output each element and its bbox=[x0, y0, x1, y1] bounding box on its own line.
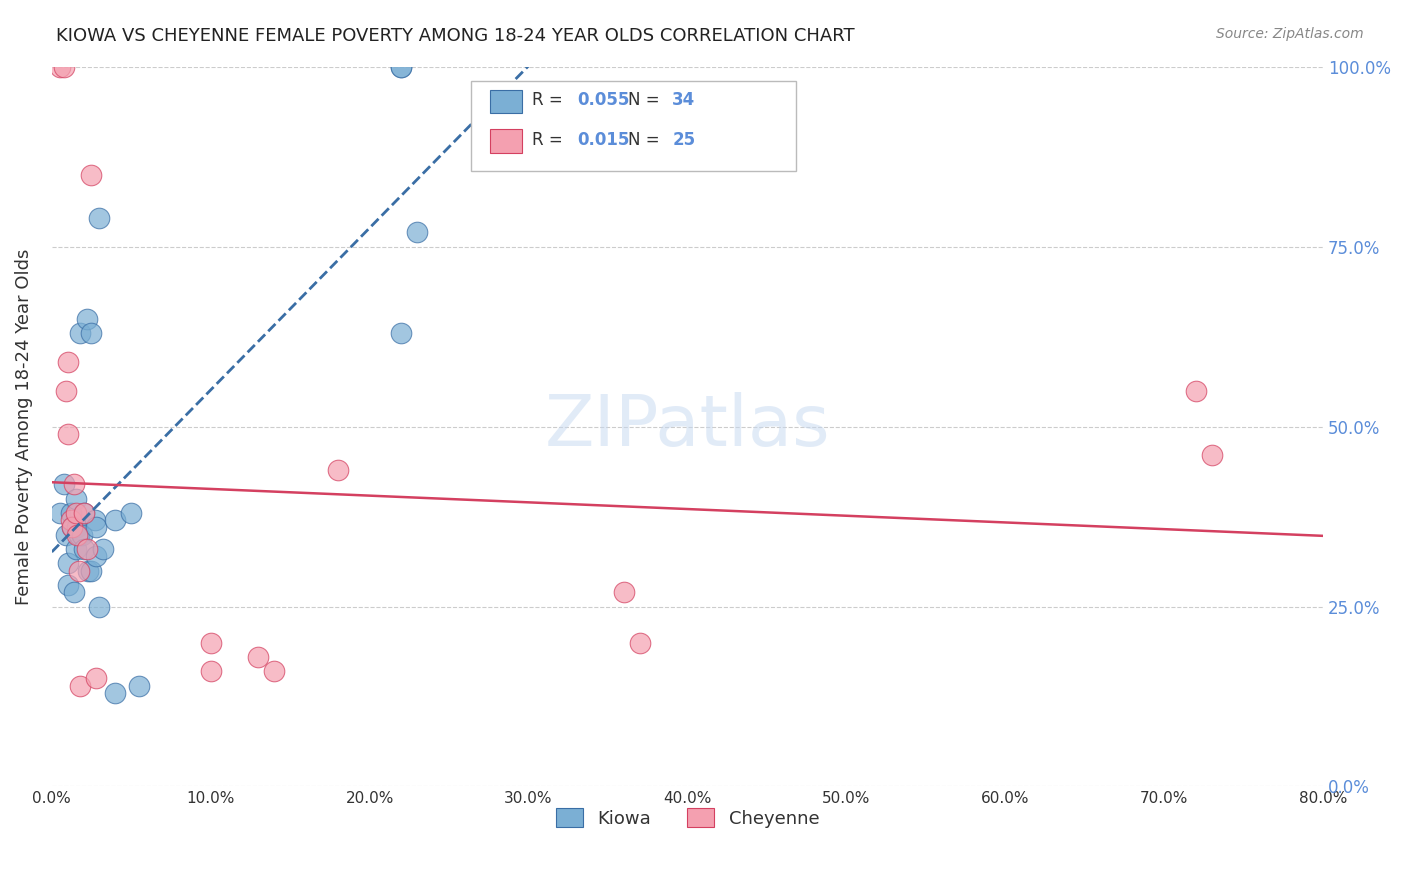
Text: N =: N = bbox=[627, 92, 665, 110]
Point bbox=[326, 463, 349, 477]
Point bbox=[83, 513, 105, 527]
Point bbox=[62, 520, 84, 534]
Point bbox=[55, 384, 77, 398]
Point bbox=[84, 672, 107, 686]
Point bbox=[89, 599, 111, 614]
Point bbox=[80, 168, 103, 182]
Text: KIOWA VS CHEYENNE FEMALE POVERTY AMONG 18-24 YEAR OLDS CORRELATION CHART: KIOWA VS CHEYENNE FEMALE POVERTY AMONG 1… bbox=[56, 27, 855, 45]
Point bbox=[56, 355, 79, 369]
Point bbox=[53, 477, 76, 491]
Point bbox=[63, 477, 86, 491]
Bar bbox=[491, 129, 522, 153]
Point bbox=[53, 60, 76, 74]
Point bbox=[62, 520, 84, 534]
Point bbox=[1201, 448, 1223, 462]
Point bbox=[76, 311, 98, 326]
Text: 0.015: 0.015 bbox=[576, 131, 630, 149]
Point bbox=[69, 679, 91, 693]
Point bbox=[77, 564, 100, 578]
Bar bbox=[491, 89, 522, 113]
Point bbox=[70, 527, 93, 541]
Point bbox=[104, 513, 127, 527]
Point bbox=[89, 211, 111, 225]
Text: ZIPatlas: ZIPatlas bbox=[544, 392, 831, 461]
Point bbox=[80, 564, 103, 578]
Point bbox=[56, 557, 79, 571]
FancyBboxPatch shape bbox=[471, 81, 796, 171]
Point bbox=[48, 506, 70, 520]
Point bbox=[389, 60, 412, 74]
Point bbox=[72, 506, 94, 520]
Y-axis label: Female Poverty Among 18-24 Year Olds: Female Poverty Among 18-24 Year Olds bbox=[15, 248, 32, 605]
Point bbox=[56, 426, 79, 441]
Point bbox=[628, 635, 651, 649]
Point bbox=[389, 326, 412, 340]
Point bbox=[247, 649, 270, 664]
Point bbox=[59, 506, 82, 520]
Text: Source: ZipAtlas.com: Source: ZipAtlas.com bbox=[1216, 27, 1364, 41]
Point bbox=[1185, 384, 1208, 398]
Point bbox=[59, 513, 82, 527]
Text: N =: N = bbox=[627, 131, 665, 149]
Point bbox=[66, 520, 89, 534]
Point bbox=[66, 527, 89, 541]
Point bbox=[104, 686, 127, 700]
Point bbox=[84, 520, 107, 534]
Point bbox=[80, 326, 103, 340]
Point bbox=[56, 578, 79, 592]
Point bbox=[84, 549, 107, 563]
Text: 25: 25 bbox=[672, 131, 696, 149]
Point bbox=[67, 527, 90, 541]
Point bbox=[55, 527, 77, 541]
Legend: Kiowa, Cheyenne: Kiowa, Cheyenne bbox=[548, 801, 827, 835]
Point bbox=[69, 326, 91, 340]
Point bbox=[65, 491, 87, 506]
Point bbox=[200, 665, 222, 679]
Point bbox=[63, 585, 86, 599]
Text: R =: R = bbox=[533, 131, 568, 149]
Point bbox=[406, 225, 429, 239]
Point bbox=[120, 506, 142, 520]
Text: R =: R = bbox=[533, 92, 568, 110]
Point bbox=[72, 506, 94, 520]
Text: 34: 34 bbox=[672, 92, 696, 110]
Point bbox=[65, 506, 87, 520]
Point bbox=[91, 541, 114, 556]
Text: 0.055: 0.055 bbox=[576, 92, 630, 110]
Point bbox=[128, 679, 150, 693]
Point bbox=[67, 564, 90, 578]
Point bbox=[200, 635, 222, 649]
Point bbox=[389, 60, 412, 74]
Point bbox=[613, 585, 636, 599]
Point bbox=[263, 665, 285, 679]
Point bbox=[72, 541, 94, 556]
Point bbox=[76, 541, 98, 556]
Point bbox=[48, 60, 70, 74]
Point bbox=[65, 541, 87, 556]
